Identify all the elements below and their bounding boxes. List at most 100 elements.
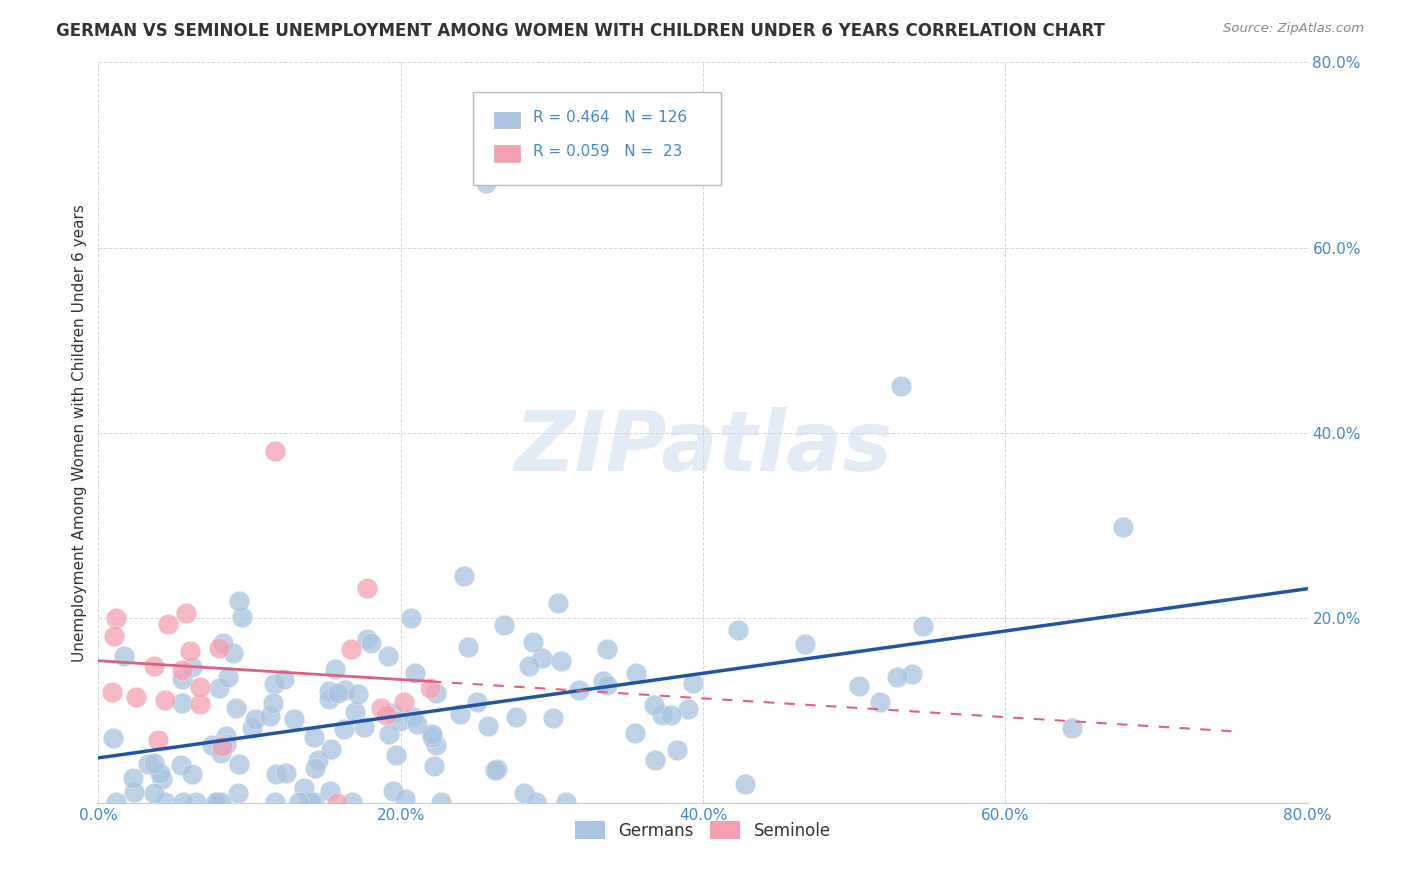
Point [419,681,441,695]
Point [541,711,564,725]
Point [643,698,665,712]
Point [174,606,197,620]
Point [425,738,447,752]
Point [209,746,232,760]
Point [457,640,479,654]
Point [513,786,536,800]
Point [794,637,817,651]
Point [505,710,527,724]
Point [333,682,356,697]
Point [890,379,912,393]
Point [209,795,232,809]
Point [208,640,231,655]
Point [259,709,281,723]
Point [142,756,165,771]
Point [288,795,311,809]
Point [319,742,342,756]
Point [274,765,297,780]
Point [343,706,366,720]
Text: R = 0.059   N =  23: R = 0.059 N = 23 [533,144,682,159]
Point [283,712,305,726]
Point [420,727,443,741]
Point [179,644,201,658]
Point [103,629,125,643]
Point [370,701,392,715]
Point [143,786,166,800]
Point [517,659,540,673]
Point [568,682,591,697]
Point [323,662,346,676]
Point [319,784,342,798]
Point [734,777,756,791]
Point [153,693,176,707]
Point [486,762,509,776]
Point [273,673,295,687]
Point [422,759,444,773]
FancyBboxPatch shape [494,112,520,128]
Point [392,695,415,709]
Point [105,611,128,625]
Point [318,684,340,698]
Point [101,731,124,745]
Point [326,796,349,810]
Point [360,636,382,650]
Point [340,795,363,809]
Point [659,707,682,722]
Point [146,733,169,747]
Point [676,701,699,715]
Point [346,687,368,701]
Point [340,641,363,656]
Point [911,619,934,633]
Point [188,698,211,712]
Point [225,701,247,715]
Point [124,690,146,704]
Point [484,763,506,777]
Legend: Germans, Seminole: Germans, Seminole [568,814,838,847]
Point [404,666,426,681]
Point [208,681,231,696]
Point [356,632,378,646]
Point [388,714,411,729]
Point [170,663,193,677]
Point [212,636,235,650]
Point [494,618,516,632]
Text: R = 0.464   N = 126: R = 0.464 N = 126 [533,111,686,126]
Point [172,672,194,686]
Point [240,721,263,735]
Point [112,649,135,664]
Point [377,648,399,663]
Point [217,670,239,684]
Point [184,795,207,809]
Point [304,761,326,775]
Text: ZIPatlas: ZIPatlas [515,407,891,488]
Point [205,795,228,809]
Point [477,718,499,732]
Point [554,795,576,809]
Point [201,738,224,752]
Point [682,676,704,690]
Point [262,697,284,711]
Point [526,795,548,809]
Point [666,743,689,757]
Point [378,727,401,741]
Point [550,654,572,668]
Point [624,665,647,680]
Point [465,695,488,709]
Point [332,723,354,737]
Point [153,795,176,809]
Point [211,739,233,753]
Point [292,780,315,795]
Point [149,766,172,780]
Text: GERMAN VS SEMINOLE UNEMPLOYMENT AMONG WOMEN WITH CHILDREN UNDER 6 YEARS CORRELAT: GERMAN VS SEMINOLE UNEMPLOYMENT AMONG WO… [56,22,1105,40]
Point [644,752,666,766]
Point [430,795,453,809]
Text: Source: ZipAtlas.com: Source: ZipAtlas.com [1223,22,1364,36]
Point [596,642,619,657]
Y-axis label: Unemployment Among Women with Children Under 6 years: Unemployment Among Women with Children U… [72,203,87,662]
Point [886,670,908,684]
Point [302,730,325,744]
Point [263,676,285,690]
Point [1112,520,1135,534]
Point [869,695,891,709]
Point [264,767,287,781]
